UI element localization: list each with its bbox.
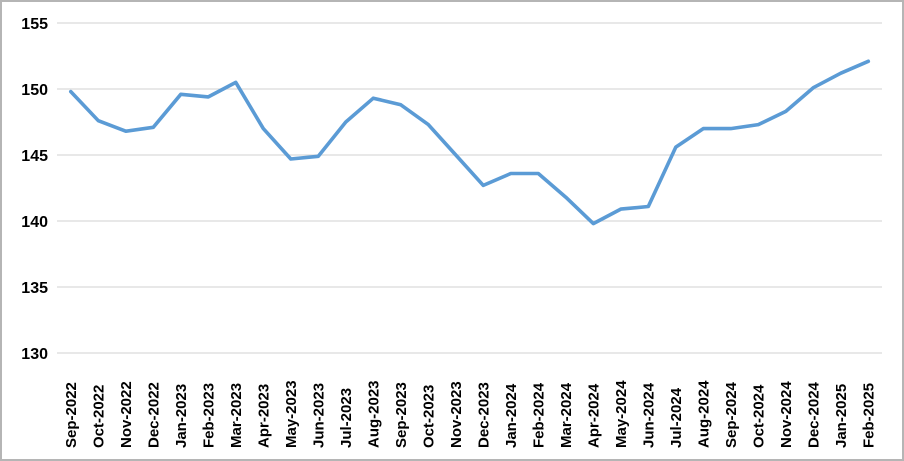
x-axis-tick-label: Sep-2023 (393, 382, 410, 448)
x-axis-tick-label: Jan-2024 (503, 383, 520, 448)
x-axis-tick-label: Nov-2024 (778, 381, 795, 448)
y-axis-tick-label: 140 (21, 214, 48, 231)
x-axis-tick-label: Oct-2023 (420, 385, 437, 448)
x-axis-tick-label: Jan-2025 (833, 384, 850, 448)
y-axis-tick-label: 135 (21, 280, 48, 297)
x-axis-tick-label: Dec-2022 (145, 382, 162, 448)
x-axis-tick-label: Aug-2024 (695, 380, 712, 448)
x-axis-tick-label: Feb-2024 (530, 382, 547, 448)
x-axis-tick-label: May-2023 (283, 380, 300, 448)
x-axis-tick-label: Jun-2024 (640, 382, 657, 448)
x-axis-tick-labels: Sep-2022 Oct-2022 Nov-2022 Dec-2022 Jan-2023… (63, 380, 877, 448)
y-axis-tick-labels: 130 135 140 145 150 155 (21, 16, 48, 363)
x-axis-tick-label: Jul-2023 (338, 388, 355, 448)
y-axis-tick-label: 155 (21, 16, 48, 33)
x-axis-tick-label: May-2024 (613, 380, 630, 448)
x-axis-tick-label: Jan-2023 (173, 384, 190, 448)
x-axis-tick-label: Feb-2023 (200, 383, 217, 448)
data-series (69, 59, 871, 226)
x-axis-tick-label: Oct-2024 (750, 384, 767, 448)
x-axis-tick-label: Oct-2022 (90, 385, 107, 448)
x-axis-tick-label: Mar-2023 (228, 383, 245, 448)
x-axis-tick-label: Jun-2023 (310, 383, 327, 448)
x-axis-tick-label: Nov-2023 (448, 381, 465, 448)
x-axis-tick-label: Jul-2024 (668, 387, 685, 448)
gridlines (57, 22, 882, 354)
data-series-line (69, 59, 871, 226)
x-axis-tick-label: Feb-2025 (860, 383, 877, 448)
x-axis-tick-label: Nov-2022 (118, 381, 135, 448)
x-axis-tick-label: Mar-2024 (558, 382, 575, 448)
y-axis-tick-label: 130 (21, 346, 48, 363)
x-axis-tick-label: Dec-2023 (475, 382, 492, 448)
y-axis-tick-label: 150 (21, 82, 48, 99)
x-axis-tick-label: Apr-2024 (585, 383, 602, 448)
y-axis-tick-label: 145 (21, 148, 48, 165)
x-axis-tick-label: Aug-2023 (365, 380, 382, 448)
x-axis-tick-label: Dec-2024 (805, 381, 822, 448)
x-axis-tick-label: Apr-2023 (255, 384, 272, 448)
x-axis-tick-label: Sep-2024 (723, 381, 740, 448)
x-axis-tick-label: Sep-2022 (63, 382, 80, 448)
